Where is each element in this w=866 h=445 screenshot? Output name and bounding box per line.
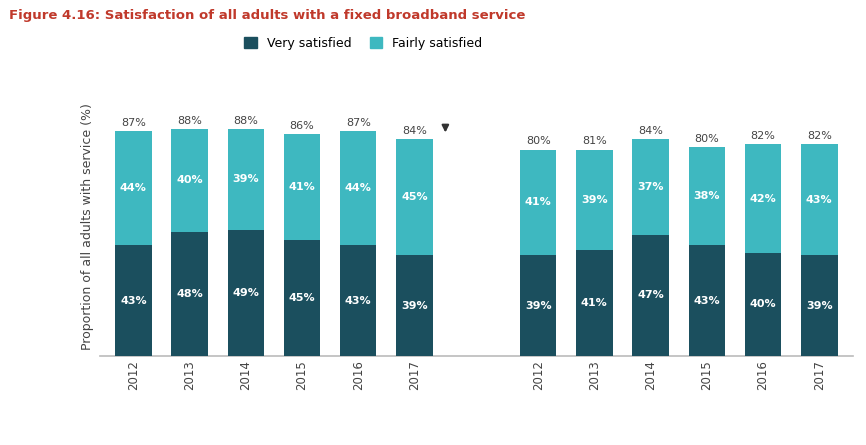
Bar [284,240,320,356]
Text: 42%: 42% [750,194,777,203]
Text: 43%: 43% [694,295,721,306]
Text: 41%: 41% [525,198,552,207]
Bar [745,253,781,356]
Text: 39%: 39% [581,195,608,205]
Text: 88%: 88% [233,116,258,126]
Text: 84%: 84% [402,126,427,136]
Text: 40%: 40% [177,175,203,186]
Text: 48%: 48% [176,289,203,299]
Text: 44%: 44% [345,183,372,193]
Bar [801,144,837,255]
Bar [576,150,612,250]
Bar [228,230,264,356]
Bar [115,245,152,356]
Text: 82%: 82% [807,131,831,141]
Bar [171,129,208,232]
Bar [115,131,152,245]
Text: 37%: 37% [637,182,664,192]
Text: 49%: 49% [232,288,259,298]
Bar [284,134,320,240]
Bar [801,255,837,356]
Text: 84%: 84% [638,126,663,136]
Bar [520,255,557,356]
Text: 45%: 45% [401,192,428,202]
Text: 82%: 82% [751,131,775,141]
Bar [520,150,557,255]
Text: 88%: 88% [178,116,202,126]
Text: 44%: 44% [120,183,146,193]
Text: Figure 4.16: Satisfaction of all adults with a fixed broadband service: Figure 4.16: Satisfaction of all adults … [9,9,525,22]
Text: 41%: 41% [581,298,608,308]
Text: 39%: 39% [525,301,552,311]
Text: 80%: 80% [695,134,719,144]
Text: 47%: 47% [637,290,664,300]
Text: 43%: 43% [806,195,832,205]
Bar [632,235,669,356]
Text: 43%: 43% [120,295,146,306]
Text: 39%: 39% [401,301,428,311]
Bar [396,255,433,356]
Text: 86%: 86% [289,121,314,131]
Text: 39%: 39% [806,301,832,311]
Bar [576,250,612,356]
Text: 41%: 41% [288,182,315,192]
Bar [396,139,433,255]
Bar [228,129,264,230]
Y-axis label: Proportion of all adults with service (%): Proportion of all adults with service (%… [81,104,94,350]
Text: 87%: 87% [346,118,371,128]
Text: 39%: 39% [232,174,259,184]
Text: 45%: 45% [288,293,315,303]
Legend: Very satisfied, Fairly satisfied: Very satisfied, Fairly satisfied [239,32,488,55]
Text: 40%: 40% [750,299,776,309]
Text: 87%: 87% [121,118,145,128]
Bar [632,139,669,235]
Text: 43%: 43% [345,295,372,306]
Text: 80%: 80% [526,137,551,146]
Bar [171,232,208,356]
Bar [340,245,377,356]
Bar [688,245,725,356]
Text: 81%: 81% [582,137,607,146]
Bar [745,144,781,253]
Bar [340,131,377,245]
Text: 38%: 38% [694,191,720,201]
Bar [688,147,725,245]
